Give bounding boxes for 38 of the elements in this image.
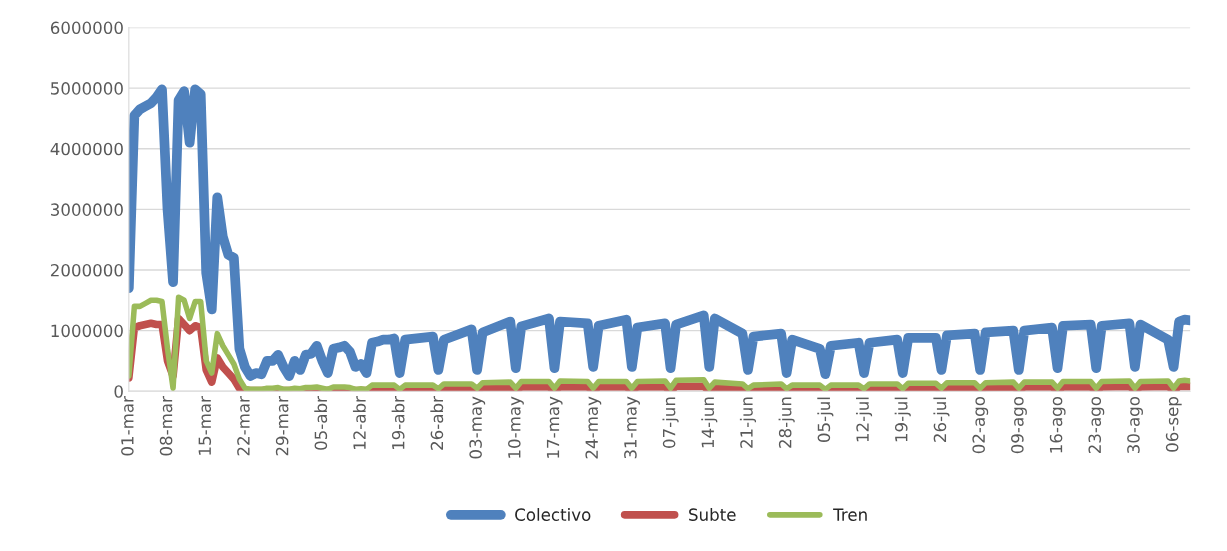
y-tick-label: 0 [114, 385, 123, 398]
x-tick-label: 01-mar [121, 396, 134, 456]
x-tick-label: 29-mar [275, 396, 289, 456]
x-tick-label: 15-mar [198, 396, 212, 455]
y-tick-label: 4000000 [50, 142, 123, 156]
x-tick-label: 16-ago [1049, 396, 1066, 453]
x-tick-label: 05-jul [817, 397, 834, 443]
legend-label: Tren [833, 508, 867, 521]
x-tick-label: 26-abr [430, 396, 444, 450]
y-tick-label: 5000000 [51, 82, 123, 95]
x-tick-label: 22-mar [237, 396, 250, 456]
x-tick-label: 06-sep [1165, 396, 1182, 452]
x-tick-label: 24-may [585, 396, 602, 459]
x-tick-label: 19-abr [391, 396, 405, 450]
x-tick-label: 09-ago [1011, 396, 1027, 454]
x-tick-label: 12-abr [352, 396, 366, 450]
x-tick-label: 07-jun [662, 397, 679, 448]
x-tick-label: 08-mar [159, 396, 173, 456]
x-tick-label: 14-jun [701, 397, 718, 448]
x-tick-label: 02-ago [972, 396, 989, 454]
x-tick-label: 30-ago [1127, 396, 1143, 454]
x-tick-label: 17-may [546, 396, 563, 458]
x-tick-label: 03-may [469, 396, 486, 459]
legend-label: Subte [689, 508, 736, 521]
y-tick-label: 2000000 [50, 263, 123, 277]
x-tick-label: 31-may [624, 396, 640, 459]
x-tick-label: 10-may [508, 396, 524, 458]
y-tick-label: 3000000 [51, 203, 123, 216]
x-tick-label: 21-jun [739, 397, 757, 448]
legend-label: Colectivo [515, 508, 591, 521]
x-tick-label: 05-abr [314, 396, 328, 450]
x-tick-label: 23-ago [1088, 396, 1105, 454]
x-tick-label: 12-jul [855, 397, 873, 442]
x-tick-label: 19-jul [894, 397, 911, 442]
x-tick-label: 26-jul [933, 397, 950, 442]
x-tick-label: 28-jun [778, 397, 795, 448]
y-tick-label: 1000000 [51, 324, 123, 338]
y-tick-label: 6000000 [50, 21, 123, 35]
